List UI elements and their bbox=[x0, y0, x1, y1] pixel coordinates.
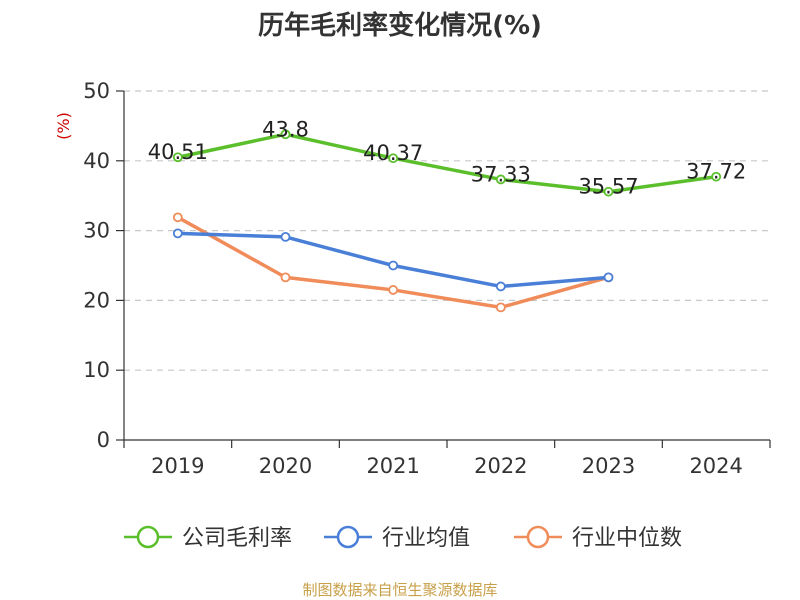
data-label-2024: 37.72 bbox=[686, 160, 746, 184]
data-label-2023: 35.57 bbox=[578, 175, 638, 199]
data-label-2019: 40.51 bbox=[148, 140, 208, 164]
x-tick-label-2019: 2019 bbox=[151, 454, 204, 478]
legend-label-2: 行业均值 bbox=[382, 526, 470, 551]
series-3-point-2021 bbox=[388, 285, 399, 295]
chart-title: 历年毛利率变化情况(%) bbox=[258, 10, 542, 41]
series-1-point-2019 bbox=[172, 152, 183, 163]
legend-marker-1 bbox=[136, 525, 160, 549]
data-label-2021: 40.37 bbox=[363, 141, 423, 165]
series-1-point-2022 bbox=[495, 174, 506, 185]
data-label-2022: 37.33 bbox=[471, 162, 531, 186]
series-2-point-2020 bbox=[280, 231, 291, 242]
series-2-point-2022 bbox=[495, 281, 506, 292]
axes: 0 10 20 30 40 50 2019 2020 2021 2022 2023 2024 bbox=[83, 79, 771, 478]
data-labels: 40.51 43.8 40.37 37.33 35.57 37.72 bbox=[148, 117, 746, 198]
y-tick-label-10: 10 bbox=[83, 358, 110, 382]
legend-marker-2 bbox=[336, 525, 360, 549]
series-2-point-2023 bbox=[603, 272, 614, 283]
x-tick-label-2024: 2024 bbox=[689, 454, 742, 478]
y-tick-label-50: 50 bbox=[83, 79, 110, 103]
y-tick-label-30: 30 bbox=[83, 219, 110, 243]
x-tick-label-2020: 2020 bbox=[259, 454, 312, 478]
legend-marker-3 bbox=[526, 525, 550, 549]
y-tick-label-40: 40 bbox=[83, 149, 110, 173]
series-1-point-2023 bbox=[603, 186, 614, 197]
legend: 公司毛利率 行业均值 行业中位数 bbox=[124, 525, 682, 551]
data-label-2020: 43.8 bbox=[262, 117, 309, 141]
x-tick-label-2022: 2022 bbox=[474, 454, 527, 478]
series-line-1 bbox=[176, 132, 718, 194]
y-tick-label-0: 0 bbox=[97, 428, 110, 452]
series-1-point-2024 bbox=[711, 171, 722, 182]
grid-lines bbox=[124, 90, 770, 371]
series-3-point-2019 bbox=[172, 212, 183, 223]
series-lines bbox=[172, 129, 722, 313]
y-tick-label-20: 20 bbox=[83, 288, 110, 312]
series-1-point-2020 bbox=[280, 129, 291, 140]
series-2-point-2019 bbox=[172, 228, 183, 239]
series-line-2 bbox=[176, 231, 611, 289]
series-3-point-2020 bbox=[280, 272, 291, 283]
series-2-point-2021 bbox=[388, 260, 399, 271]
source-note: 制图数据来自恒生聚源数据库 bbox=[302, 581, 497, 599]
x-tick-label-2023: 2023 bbox=[582, 454, 635, 478]
x-tick-label-2021: 2021 bbox=[366, 454, 419, 478]
legend-label-1: 公司毛利率 bbox=[182, 526, 292, 551]
series-1-point-2021 bbox=[388, 153, 399, 164]
y-axis-unit-label: (%) bbox=[54, 112, 73, 140]
series-3-point-2022 bbox=[495, 302, 506, 313]
legend-label-3: 行业中位数 bbox=[572, 526, 682, 551]
